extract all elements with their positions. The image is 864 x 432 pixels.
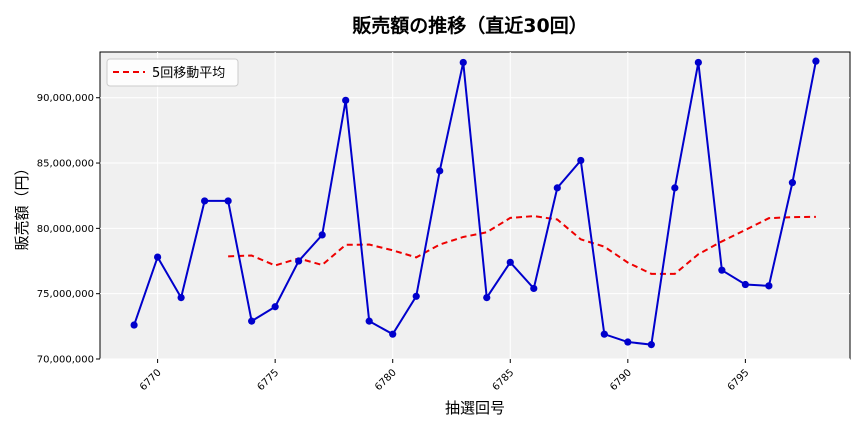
sales-point bbox=[130, 321, 138, 329]
sales-point bbox=[671, 184, 679, 192]
sales-point bbox=[412, 292, 420, 300]
x-axis-label: 抽選回号 bbox=[445, 399, 505, 417]
y-tick-label: 85,000,000 bbox=[37, 159, 94, 170]
plot-area bbox=[99, 51, 851, 360]
moving-average-line bbox=[228, 215, 816, 275]
x-tick-label: 6780 bbox=[373, 367, 399, 393]
y-axis-label: 販売額（円） bbox=[13, 160, 31, 250]
sales-point bbox=[248, 317, 256, 325]
x-tick-label: 6790 bbox=[608, 367, 634, 393]
sales-point bbox=[718, 266, 726, 274]
sales-point bbox=[483, 294, 491, 302]
series-layer bbox=[130, 57, 820, 349]
sales-point bbox=[530, 284, 538, 293]
sales-point bbox=[600, 330, 608, 338]
x-tick-label: 6770 bbox=[138, 367, 164, 393]
legend-box bbox=[106, 58, 239, 87]
x-axis: 6770 6775 6780 6785 6790 6795 bbox=[138, 359, 752, 393]
y-tick-label: 90,000,000 bbox=[37, 93, 94, 104]
sales-point bbox=[577, 156, 585, 165]
sales-point bbox=[177, 294, 185, 302]
sales-point bbox=[788, 179, 796, 187]
sales-point bbox=[553, 184, 561, 192]
sales-point bbox=[365, 317, 373, 325]
legend-label-moving-average: 5回移動平均 bbox=[152, 66, 225, 81]
y-tick-label: 70,000,000 bbox=[37, 355, 94, 366]
x-tick-label: 6775 bbox=[256, 367, 282, 393]
y-axis: 70,000,000 75,000,000 80,000,000 85,000,000… bbox=[37, 93, 100, 366]
sales-line bbox=[133, 60, 817, 346]
x-tick-label: 6785 bbox=[491, 367, 517, 393]
sales-point bbox=[318, 231, 326, 239]
sales-point bbox=[154, 253, 162, 261]
sales-point bbox=[694, 58, 702, 67]
sales-point bbox=[765, 282, 773, 290]
legend: 5回移動平均 bbox=[106, 58, 239, 87]
chart-title: 販売額の推移（直近30回） bbox=[352, 14, 587, 37]
sales-point bbox=[459, 58, 467, 67]
sales-point bbox=[271, 303, 279, 311]
sales-point bbox=[812, 57, 820, 65]
sales-point bbox=[224, 197, 232, 205]
x-tick-label: 6795 bbox=[726, 367, 752, 393]
sales-point bbox=[342, 96, 350, 104]
sales-point bbox=[624, 338, 632, 346]
sales-point bbox=[506, 258, 514, 266]
y-tick-label: 75,000,000 bbox=[37, 289, 94, 300]
sales-point bbox=[436, 167, 444, 175]
sales-point bbox=[201, 197, 209, 205]
sales-point bbox=[389, 330, 397, 338]
grid-lines bbox=[100, 52, 850, 360]
sales-point bbox=[647, 341, 655, 349]
y-tick-label: 80,000,000 bbox=[37, 224, 94, 235]
sales-point bbox=[295, 257, 303, 265]
sales-point bbox=[741, 280, 749, 289]
